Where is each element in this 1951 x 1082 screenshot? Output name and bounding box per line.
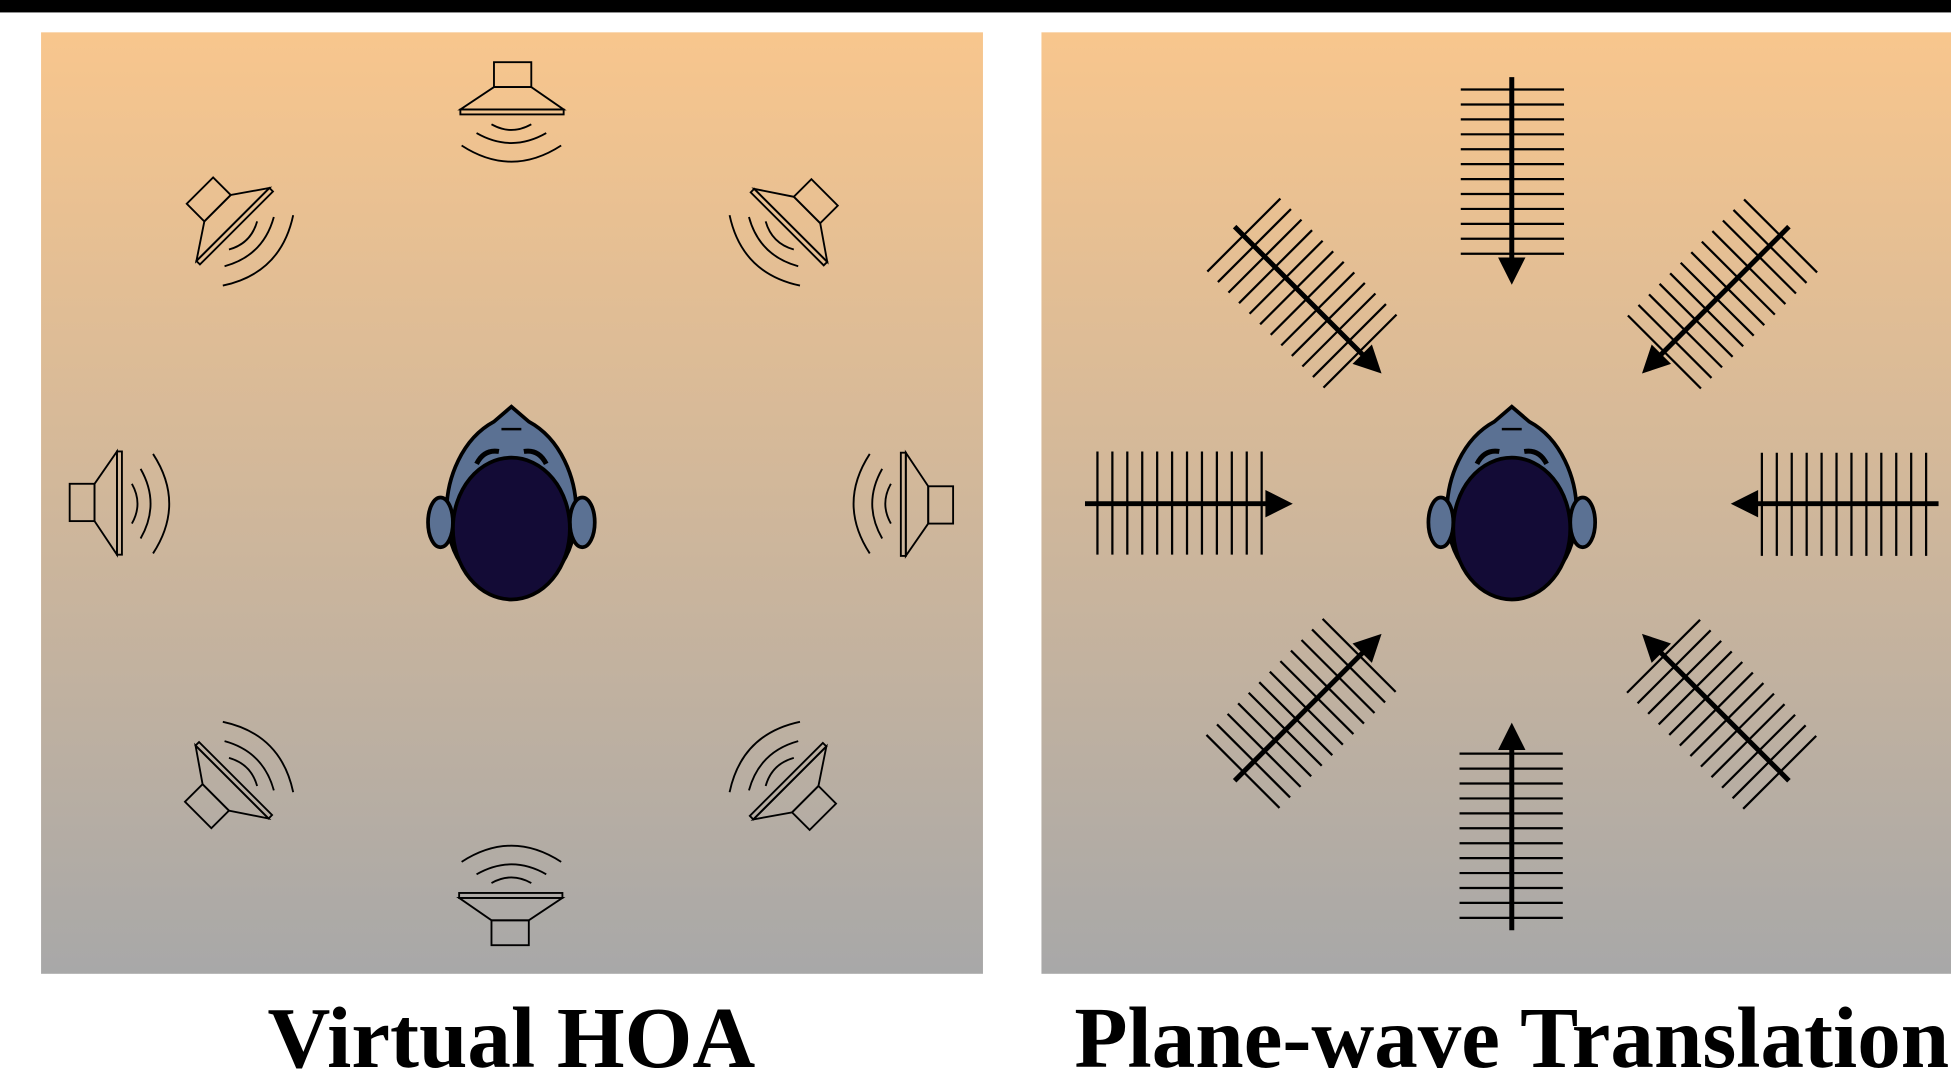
- page: Virtual HOA Plane-wave Translation (() =…: [0, 0, 1951, 1082]
- figure: Virtual HOA Plane-wave Translation: [0, 0, 1951, 1082]
- panel-title: Virtual HOA: [267, 989, 755, 1082]
- panel-title: Plane-wave Translation: [1074, 989, 1949, 1082]
- top-bar: [0, 0, 1951, 12]
